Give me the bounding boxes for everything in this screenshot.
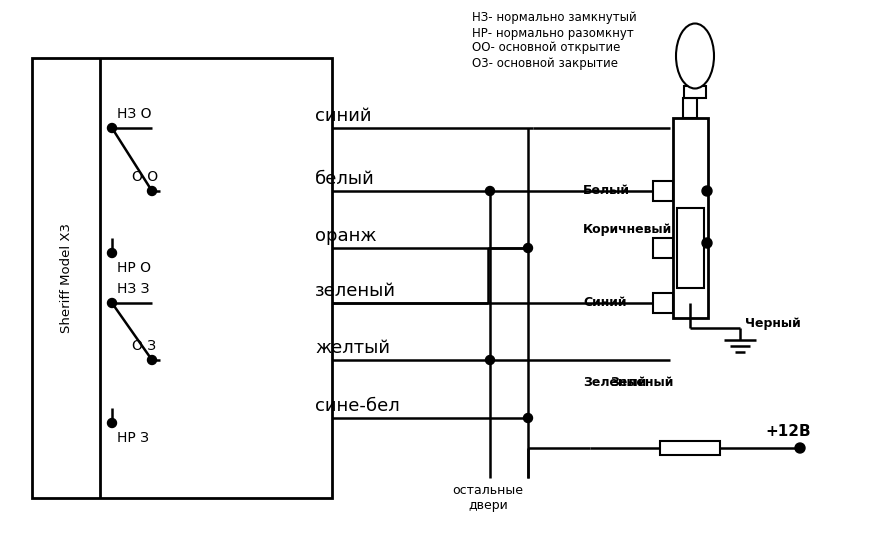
Circle shape [108, 123, 117, 132]
Circle shape [485, 355, 494, 364]
Circle shape [523, 413, 532, 422]
Bar [684, 86, 706, 98]
Circle shape [108, 299, 117, 307]
Text: О О: О О [132, 170, 158, 184]
Circle shape [148, 186, 156, 195]
Circle shape [702, 238, 712, 248]
Text: Белый: Белый [583, 185, 630, 198]
Text: НЗ- нормально замкнутый: НЗ- нормально замкнутый [472, 12, 636, 25]
Bar [653, 181, 673, 201]
Text: Синий: Синий [583, 296, 627, 310]
Text: синий: синий [315, 107, 371, 125]
Text: Черный: Черный [745, 316, 801, 330]
Text: О3- основной закрытие: О3- основной закрытие [472, 56, 618, 70]
Text: Зеленый: Зеленый [583, 377, 646, 389]
Bar [677, 208, 704, 288]
Text: зеленый: зеленый [315, 282, 396, 300]
Text: двери: двери [469, 499, 508, 512]
Bar [683, 98, 697, 118]
Circle shape [148, 355, 156, 364]
Text: НЗ О: НЗ О [117, 107, 151, 121]
Text: НР О: НР О [117, 261, 151, 275]
Bar [32, 58, 332, 498]
Text: НР З: НР З [117, 431, 149, 445]
Text: ОО- основной открытие: ОО- основной открытие [472, 41, 621, 55]
Text: желтый: желтый [315, 339, 390, 357]
Circle shape [702, 186, 712, 196]
Text: белый: белый [315, 170, 375, 188]
Text: оранж: оранж [315, 227, 377, 245]
Text: остальные: остальные [453, 483, 523, 497]
Text: НЗ З: НЗ З [117, 282, 149, 296]
Circle shape [485, 186, 494, 195]
Bar [653, 238, 673, 258]
Text: Sheriff Model X3: Sheriff Model X3 [59, 223, 72, 333]
Bar [653, 293, 673, 313]
Text: сине-бел: сине-бел [315, 397, 400, 415]
Bar [673, 118, 708, 318]
Circle shape [108, 248, 117, 257]
Circle shape [108, 418, 117, 427]
Bar [660, 441, 720, 455]
Text: Коричневый: Коричневый [583, 224, 672, 237]
Text: НР- нормально разомкнут: НР- нормально разомкнут [472, 26, 634, 40]
Ellipse shape [676, 23, 714, 89]
Text: +12В: +12В [765, 425, 811, 440]
Circle shape [795, 443, 805, 453]
Circle shape [523, 243, 532, 253]
Text: О З: О З [132, 339, 156, 353]
Text: Зеленый: Зеленый [610, 377, 674, 389]
